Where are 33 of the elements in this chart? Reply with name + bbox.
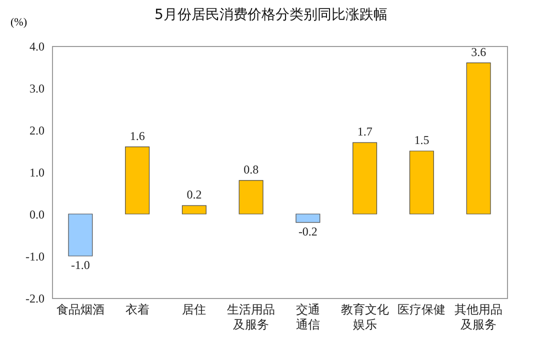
- data-label: 1.5: [414, 133, 430, 147]
- data-label: 0.2: [186, 188, 202, 202]
- y-axis-title: (%): [10, 16, 28, 28]
- bar: [409, 150, 434, 214]
- y-tick-label: 4.0: [30, 40, 44, 54]
- data-label: 1.7: [357, 124, 372, 139]
- x-tick-label: 衣着: [125, 302, 150, 316]
- bar: [125, 146, 150, 214]
- bar: [296, 214, 320, 223]
- x-tick-label: 教育文化娱乐: [340, 302, 389, 332]
- y-tick-label: 3.0: [30, 82, 44, 96]
- bar: [238, 180, 264, 214]
- data-label: 0.8: [244, 162, 259, 176]
- x-tick-label: 交通通信: [296, 302, 320, 332]
- y-tick-label: 1.0: [30, 166, 44, 180]
- x-tick-label: 居住: [182, 302, 206, 316]
- data-label: -1.0: [70, 258, 90, 272]
- data-label: 3.6: [471, 44, 486, 59]
- bar: [68, 214, 93, 256]
- bar: [466, 62, 491, 214]
- data-label: -0.2: [298, 224, 318, 238]
- bar: [182, 205, 206, 214]
- bar: [352, 142, 378, 214]
- x-tick-label: 食品烟酒: [56, 302, 104, 316]
- x-tick-label: 生活用品及服务: [227, 302, 276, 332]
- data-label: 1.6: [130, 128, 145, 143]
- y-tick-label: 0.0: [30, 208, 44, 222]
- chart-title: 5月份居民消费价格分类别同比涨跌幅: [154, 7, 388, 23]
- y-tick-label: -2.0: [26, 292, 44, 306]
- x-tick-label: 其他用品及服务: [454, 302, 503, 332]
- y-tick-label: 2.0: [30, 124, 44, 138]
- x-tick-label: 医疗保健: [398, 302, 446, 316]
- y-tick-label: -1.0: [26, 250, 44, 264]
